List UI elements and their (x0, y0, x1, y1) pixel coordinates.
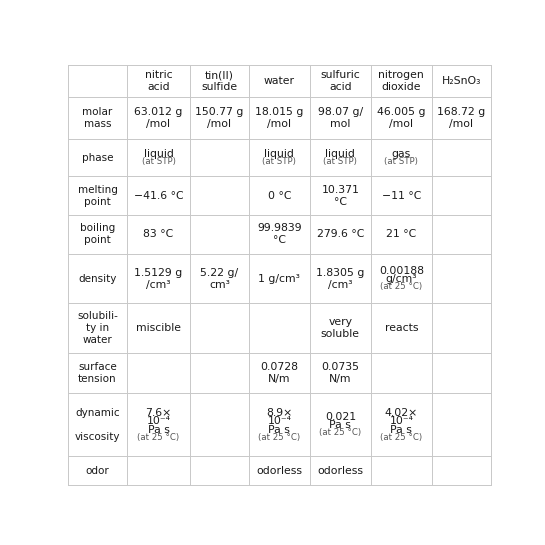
Text: (at STP): (at STP) (323, 158, 358, 166)
Text: miscible: miscible (136, 323, 181, 333)
Text: phase: phase (82, 153, 113, 162)
Text: 1.8305 g
/cm³: 1.8305 g /cm³ (316, 268, 365, 289)
Text: (at 25 °C): (at 25 °C) (258, 433, 300, 441)
Text: surface
tension: surface tension (78, 362, 117, 384)
Text: 1 g/cm³: 1 g/cm³ (258, 274, 300, 283)
Text: (at STP): (at STP) (142, 158, 175, 166)
Text: dynamic

viscosity: dynamic viscosity (75, 408, 120, 441)
Text: reacts: reacts (385, 323, 418, 333)
Text: 1.5129 g
/cm³: 1.5129 g /cm³ (134, 268, 183, 289)
Text: water: water (264, 76, 295, 87)
Text: density: density (78, 274, 117, 283)
Text: 8.9×: 8.9× (266, 408, 293, 418)
Text: boiling
point: boiling point (80, 223, 115, 245)
Text: Pa s: Pa s (329, 420, 352, 431)
Text: 0 °C: 0 °C (268, 191, 291, 201)
Text: (at STP): (at STP) (384, 158, 418, 166)
Text: odorless: odorless (317, 465, 364, 476)
Text: gas: gas (392, 149, 411, 159)
Text: 168.72 g
/mol: 168.72 g /mol (437, 107, 485, 129)
Text: sulfuric
acid: sulfuric acid (320, 70, 360, 93)
Text: 83 °C: 83 °C (143, 229, 174, 239)
Text: 10⁻⁴: 10⁻⁴ (267, 416, 292, 426)
Text: (at 25 °C): (at 25 °C) (137, 433, 179, 441)
Text: 0.00188: 0.00188 (379, 266, 424, 276)
Text: 0.021: 0.021 (325, 412, 356, 422)
Text: 21 °C: 21 °C (386, 229, 416, 239)
Text: (at 25 °C): (at 25 °C) (319, 428, 361, 438)
Text: 7.6×: 7.6× (146, 408, 172, 418)
Text: 98.07 g/
mol: 98.07 g/ mol (318, 107, 363, 129)
Text: nitric
acid: nitric acid (144, 70, 172, 93)
Text: liquid: liquid (264, 149, 294, 159)
Text: Pa s: Pa s (268, 425, 290, 434)
Text: (at 25 °C): (at 25 °C) (380, 282, 422, 292)
Text: 63.012 g
/mol: 63.012 g /mol (134, 107, 183, 129)
Text: (at 25 °C): (at 25 °C) (380, 433, 422, 441)
Text: −41.6 °C: −41.6 °C (134, 191, 183, 201)
Text: odorless: odorless (256, 465, 302, 476)
Text: Pa s: Pa s (148, 425, 169, 434)
Text: 46.005 g
/mol: 46.005 g /mol (377, 107, 426, 129)
Text: very
soluble: very soluble (321, 317, 360, 339)
Text: (at STP): (at STP) (262, 158, 296, 166)
Text: odor: odor (86, 465, 110, 476)
Text: melting
point: melting point (77, 185, 117, 207)
Text: molar
mass: molar mass (82, 107, 113, 129)
Text: 150.77 g
/mol: 150.77 g /mol (195, 107, 244, 129)
Text: nitrogen
dioxide: nitrogen dioxide (378, 70, 424, 93)
Text: g/cm³: g/cm³ (385, 274, 417, 284)
Text: liquid: liquid (325, 149, 355, 159)
Text: 10⁻⁴: 10⁻⁴ (147, 416, 171, 426)
Text: 10.371
°C: 10.371 °C (322, 185, 359, 207)
Text: −11 °C: −11 °C (382, 191, 421, 201)
Text: liquid: liquid (143, 149, 173, 159)
Text: 4.02×: 4.02× (385, 408, 418, 418)
Text: 18.015 g
/mol: 18.015 g /mol (255, 107, 304, 129)
Text: tin(II)
sulfide: tin(II) sulfide (202, 70, 238, 93)
Text: 5.22 g/
cm³: 5.22 g/ cm³ (201, 268, 239, 289)
Text: Pa s: Pa s (390, 425, 412, 434)
Text: 0.0728
N/m: 0.0728 N/m (261, 362, 298, 384)
Text: 279.6 °C: 279.6 °C (317, 229, 364, 239)
Text: 10⁻⁴: 10⁻⁴ (389, 416, 413, 426)
Text: 0.0735
N/m: 0.0735 N/m (322, 362, 359, 384)
Text: solubili-
ty in
water: solubili- ty in water (77, 311, 118, 345)
Text: 99.9839
°C: 99.9839 °C (257, 223, 301, 245)
Text: H₂SnO₃: H₂SnO₃ (441, 76, 481, 87)
